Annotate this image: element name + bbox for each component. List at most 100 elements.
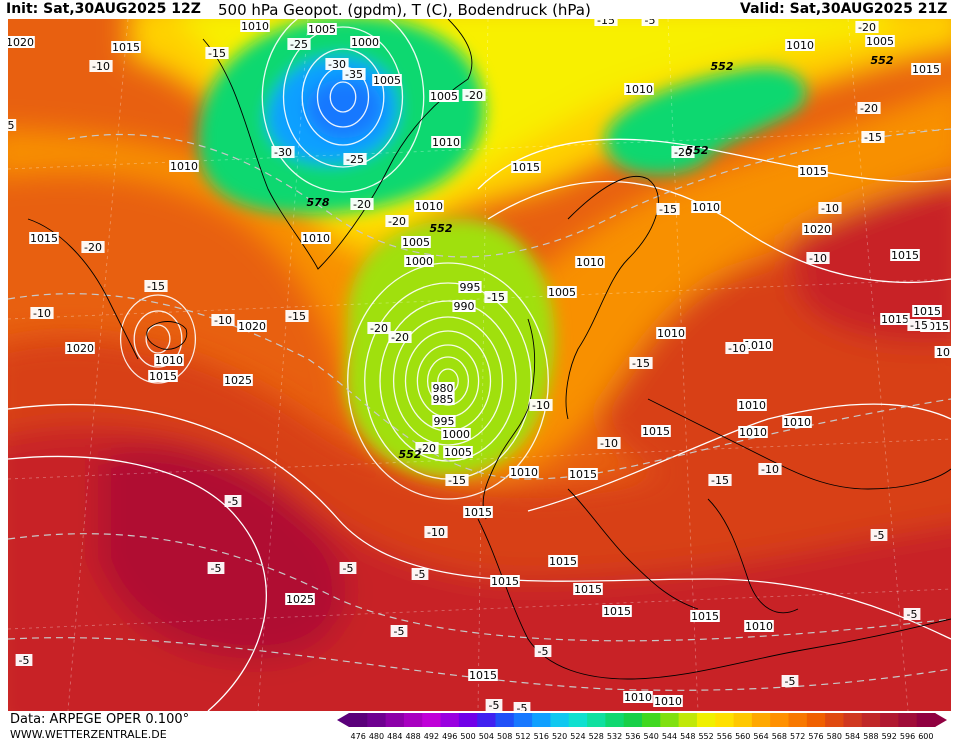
colorbar-swatch (678, 713, 698, 727)
pressure-label: 1010 (169, 160, 199, 173)
isobar-lines (8, 19, 951, 711)
pressure-label-text: 1010 (657, 327, 685, 340)
heights-label-text: 578 (307, 196, 330, 209)
pressure-label: 1010 (785, 39, 815, 52)
colorbar-swatch (880, 713, 899, 727)
colorbar-swatch (367, 713, 387, 727)
temperature-label: -10 (89, 60, 113, 73)
temperature-label: -10 (818, 202, 842, 215)
pressure-label-text: 1015 (512, 161, 540, 174)
temperature-label-text: -20 (388, 215, 406, 228)
heights-label-text: 552 (711, 60, 734, 73)
temperature-label: -5 (224, 495, 242, 508)
temperature-label: -15 (205, 47, 229, 60)
pressure-label: 1010 (575, 256, 605, 269)
temperature-label-text: -5 (394, 625, 405, 638)
pressure-label-text: 995 (434, 415, 455, 428)
pressure-label: 1010 (782, 416, 812, 429)
temperature-label: -5 (870, 529, 888, 542)
pressure-label-text: 1020 (803, 223, 831, 236)
color-scale-legend: 476 480 484 488 492 496 500 504 508 512 516 520 524 5… (337, 713, 947, 741)
colorbar-swatch (861, 713, 881, 727)
temperature-label-text: -15 (659, 203, 677, 216)
temperature-label: -10 (211, 314, 235, 327)
pressure-label-text: 1010 (786, 39, 814, 52)
pressure-label: 1015 (690, 610, 720, 623)
temperature-label-text: -5 (645, 19, 656, 27)
temperature-label-text: -5 (489, 699, 500, 711)
map-title: 500 hPa Geopot. (gpdm), T (C), Bodendruc… (218, 1, 591, 19)
pressure-label: 1010 (737, 399, 767, 412)
pressure-label: 1005 (401, 236, 431, 249)
temperature-label: -5 (390, 625, 408, 638)
colorbar-tick-label: 500 (460, 732, 475, 741)
colorbar-tick-label: 484 (387, 732, 402, 741)
colorbar-tick-label: 596 (900, 732, 915, 741)
pressure-label-text: 1015 (491, 575, 519, 588)
colorbar-tick-label: 532 (607, 732, 622, 741)
temperature-label: -5 (207, 562, 225, 575)
temperature-label-text: -30 (328, 58, 346, 71)
pressure-label-text: 1020 (238, 320, 266, 333)
pressure-label: 1015 (548, 555, 578, 568)
temperature-label-text: -20 (391, 331, 409, 344)
temperature-label: -5 (781, 675, 799, 688)
temperature-label: -5 (641, 19, 659, 27)
colorbar-tick-label: 580 (827, 732, 842, 741)
temperature-label: -5 (15, 654, 33, 667)
pressure-label: 1010 (744, 620, 774, 633)
colorbar-tick-label: 592 (882, 732, 897, 741)
temperature-label: -15 (907, 319, 931, 332)
pressure-label-text: 1015 (574, 583, 602, 596)
pressure-label: 1010 (623, 691, 653, 704)
pressure-label-text: 1005 (402, 236, 430, 249)
pressure-label: 1015 (641, 425, 671, 438)
colorbar-arrow-left (337, 713, 349, 727)
temperature-label: -30 (325, 58, 349, 71)
colorbar-swatch (770, 713, 789, 727)
temperature-label: -20 (367, 322, 391, 335)
pressure-label: 990 (452, 300, 476, 313)
pressure-label-text: 1010 (415, 200, 443, 213)
pressure-label: 1015 (463, 506, 493, 519)
colorbar-swatch (477, 713, 496, 727)
colorbar-swatch (495, 713, 515, 727)
temperature-label-text: -10 (532, 399, 550, 412)
pressure-label-text: 1020 (66, 342, 94, 355)
pressure-label: 980 (431, 382, 455, 395)
pressure-label: 1005 (372, 74, 402, 87)
temperature-label: -15 (445, 474, 469, 487)
pressure-label: 10 (934, 346, 951, 359)
pressure-label: 1020 (802, 223, 832, 236)
colorbar-tick-label: 488 (405, 732, 420, 741)
pressure-label: 1025 (223, 374, 253, 387)
colorbar-tick-label: 540 (644, 732, 659, 741)
pressure-label-text: 1025 (224, 374, 252, 387)
temperature-label-text: -10 (821, 202, 839, 215)
graticule-lines (8, 19, 951, 711)
temperature-label: -15 (285, 310, 309, 323)
temperature-label-text: -10 (33, 307, 51, 320)
pressure-label-text: 1000 (405, 255, 433, 268)
temperature-label-text: -5 (228, 495, 239, 508)
pressure-label-text: 1010 (155, 354, 183, 367)
colorbar-tick-label: 584 (845, 732, 860, 741)
heights-label-text: 552 (871, 54, 894, 67)
colorbar-swatch (623, 713, 643, 727)
pressure-label-text: 1015 (30, 232, 58, 245)
pressure-label-text: 1015 (799, 165, 827, 178)
atlantic-low-lime (346, 219, 555, 476)
pressure-label: 1010 (656, 327, 686, 340)
pressure-label: 1010 (738, 426, 768, 439)
pressure-label: 1015 (890, 249, 920, 262)
colorbar-tick-label: 508 (497, 732, 512, 741)
temperature-label: -15 (656, 203, 680, 216)
colorbar-tick-label: 568 (772, 732, 787, 741)
pressure-label-text: 1015 (549, 555, 577, 568)
temperature-label-text: -20 (418, 442, 436, 455)
colorbar-tick-label: 476 (351, 732, 366, 741)
pressure-label: 1015 (568, 468, 598, 481)
temperature-label-text: -20 (858, 21, 876, 34)
